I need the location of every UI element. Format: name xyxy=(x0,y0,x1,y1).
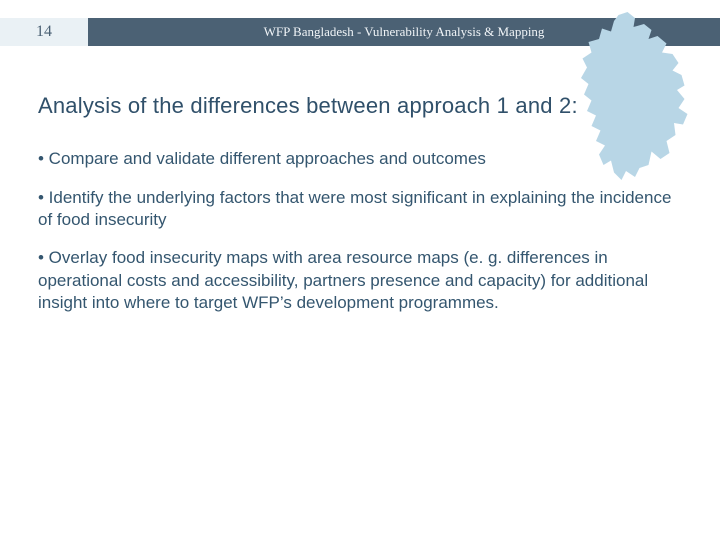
bullet-item: • Overlay food insecurity maps with area… xyxy=(38,247,682,314)
bullet-item: • Identify the underlying factors that w… xyxy=(38,187,682,232)
content-area: Analysis of the differences between appr… xyxy=(38,92,682,331)
header-left-panel: 14 xyxy=(0,18,88,46)
header-right-panel: WFP Bangladesh - Vulnerability Analysis … xyxy=(88,18,720,46)
page-number: 14 xyxy=(36,23,52,41)
header-title: WFP Bangladesh - Vulnerability Analysis … xyxy=(264,24,545,40)
bullet-item: • Compare and validate different approac… xyxy=(38,148,682,170)
slide-title: Analysis of the differences between appr… xyxy=(38,92,682,120)
bullet-list: • Compare and validate different approac… xyxy=(38,148,682,315)
header-band: 14 WFP Bangladesh - Vulnerability Analys… xyxy=(0,18,720,46)
